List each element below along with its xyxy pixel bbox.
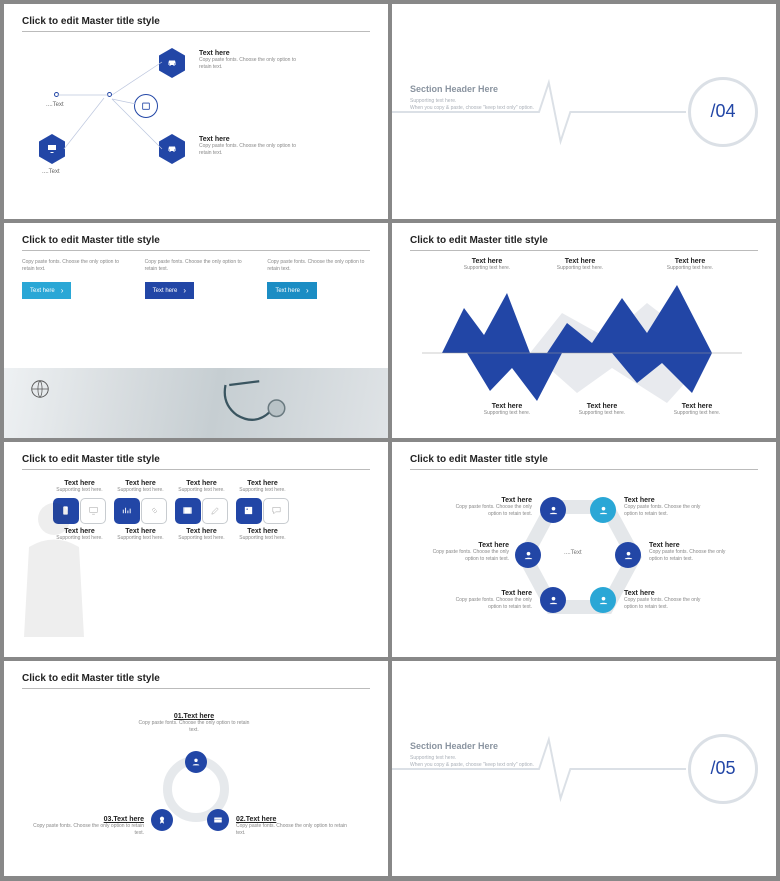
hex-icon-monitor xyxy=(39,134,65,164)
node-label: Text hereCopy paste fonts. Choose the on… xyxy=(442,590,532,610)
timeline-dot xyxy=(107,92,112,97)
node-label: Text hereCopy paste fonts. Choose the on… xyxy=(442,497,532,517)
section-number: /05 xyxy=(688,734,758,804)
chevron-right-icon: › xyxy=(306,286,309,295)
chevron-right-icon: › xyxy=(61,286,64,295)
slide-1: Click to edit Master title style ....Tex… xyxy=(4,4,388,219)
grid-col: Text hereSupporting text here. Text here… xyxy=(174,480,229,541)
button-columns: Copy paste fonts. Choose the only option… xyxy=(22,259,370,299)
col-1: Copy paste fonts. Choose the only option… xyxy=(22,259,125,299)
block-title: Text here xyxy=(199,136,309,143)
slide-7: Click to edit Master title style 01.Text… xyxy=(4,661,388,876)
cta-button-2[interactable]: Text here› xyxy=(145,282,194,299)
chart-label-bot: Text hereSupporting text here. xyxy=(562,403,642,417)
film-icon xyxy=(175,498,201,524)
globe-icon xyxy=(29,378,51,400)
section-number: /04 xyxy=(688,77,758,147)
col-2: Copy paste fonts. Choose the only option… xyxy=(145,259,248,299)
timeline-label: ....Text xyxy=(42,169,60,175)
doctor-silhouette xyxy=(14,497,94,637)
section-sub: Supporting text here.When you copy & pas… xyxy=(410,98,534,112)
node-icon xyxy=(540,587,566,613)
block-body: Copy paste fonts. Choose the only option… xyxy=(199,143,309,156)
timeline-dot xyxy=(54,92,59,97)
link-icon xyxy=(141,498,167,524)
cta-button-3[interactable]: Text here› xyxy=(267,282,316,299)
chart-label-top: Text hereSupporting text here. xyxy=(650,258,730,272)
slide-title: Click to edit Master title style xyxy=(22,454,370,470)
hex-icon-car xyxy=(159,134,185,164)
tri-label-1: 01.Text hereCopy paste fonts. Choose the… xyxy=(134,713,254,733)
section-header: Section Header Here xyxy=(410,84,498,94)
grid-col: Text hereSupporting text here. Text here… xyxy=(235,480,290,541)
center-label: ....Text xyxy=(564,550,582,556)
timeline-label: ....Text xyxy=(46,102,64,108)
slide-6: Click to edit Master title style ....Tex… xyxy=(392,442,776,657)
grid-col: Text hereSupporting text here. Text here… xyxy=(113,480,168,541)
tri-icon-card xyxy=(207,809,229,831)
col-3: Copy paste fonts. Choose the only option… xyxy=(267,259,370,299)
node-label: Text hereCopy paste fonts. Choose the on… xyxy=(419,542,509,562)
section-header: Section Header Here xyxy=(410,741,498,751)
chevron-right-icon: › xyxy=(183,286,186,295)
tri-icon-user xyxy=(185,751,207,773)
chart-label-bot: Text hereSupporting text here. xyxy=(657,403,737,417)
node-icon xyxy=(540,497,566,523)
node-icon xyxy=(615,542,641,568)
node-label: Text hereCopy paste fonts. Choose the on… xyxy=(649,542,739,562)
chart-icon xyxy=(114,498,140,524)
image-icon xyxy=(236,498,262,524)
slide-title: Click to edit Master title style xyxy=(410,454,758,470)
node-icon xyxy=(590,497,616,523)
node-label: Text hereCopy paste fonts. Choose the on… xyxy=(624,497,714,517)
slide-3: Click to edit Master title style Copy pa… xyxy=(4,223,388,438)
tri-label-2: 02.Text hereCopy paste fonts. Choose the… xyxy=(236,816,356,836)
text-block: Text here Copy paste fonts. Choose the o… xyxy=(199,50,309,70)
slide-2-section: /04 Section Header Here Supporting text … xyxy=(392,4,776,219)
node-icon xyxy=(515,542,541,568)
cta-button-1[interactable]: Text here› xyxy=(22,282,71,299)
slide-title: Click to edit Master title style xyxy=(22,673,370,689)
chat-icon xyxy=(263,498,289,524)
hex-icon-car xyxy=(159,48,185,78)
block-body: Copy paste fonts. Choose the only option… xyxy=(199,57,309,70)
stethoscope-photo xyxy=(4,368,388,438)
slide-4-chart: Click to edit Master title style Text he… xyxy=(392,223,776,438)
chart-label-bot: Text hereSupporting text here. xyxy=(467,403,547,417)
slide-5: Click to edit Master title style Text he… xyxy=(4,442,388,657)
node-icon xyxy=(590,587,616,613)
slide-title: Click to edit Master title style xyxy=(22,16,370,32)
icon-grid: Text hereSupporting text here. Text here… xyxy=(52,480,370,541)
text-block: Text here Copy paste fonts. Choose the o… xyxy=(199,136,309,156)
tri-icon-badge xyxy=(151,809,173,831)
tri-label-3: 03.Text hereCopy paste fonts. Choose the… xyxy=(24,816,144,836)
node-label: Text hereCopy paste fonts. Choose the on… xyxy=(624,590,714,610)
stethoscope-shape xyxy=(218,380,308,435)
section-sub: Supporting text here.When you copy & pas… xyxy=(410,755,534,769)
pencil-icon xyxy=(202,498,228,524)
slide-8-section: /05 Section Header Here Supporting text … xyxy=(392,661,776,876)
block-title: Text here xyxy=(199,50,309,57)
chart-label-top: Text hereSupporting text here. xyxy=(540,258,620,272)
circle-icon-calendar xyxy=(134,94,158,118)
chart-label-top: Text hereSupporting text here. xyxy=(447,258,527,272)
connector-lines xyxy=(4,4,388,219)
slide-title: Click to edit Master title style xyxy=(22,235,370,251)
